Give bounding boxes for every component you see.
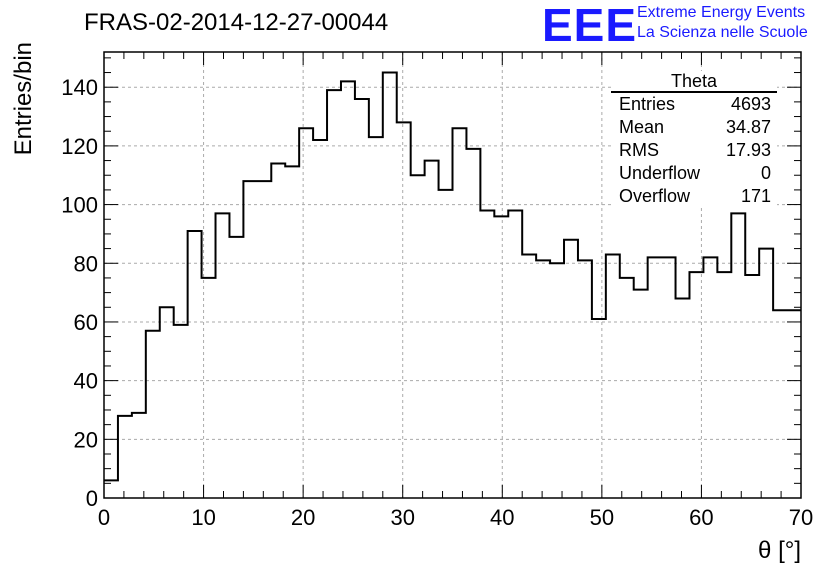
y-tick-label: 60 — [74, 310, 98, 335]
x-tick-label: 70 — [789, 505, 813, 530]
y-tick-label: 20 — [74, 427, 98, 452]
eee-logo: EEE — [542, 0, 638, 51]
x-tick-label: 40 — [490, 505, 514, 530]
logo-line-2: La Scienza nelle Scuole — [637, 24, 808, 41]
stats-value: 4693 — [730, 94, 771, 114]
x-tick-label: 20 — [291, 505, 315, 530]
logo-line-1: Extreme Energy Events — [637, 4, 806, 21]
histogram-series — [104, 71, 801, 482]
y-tick-label: 40 — [74, 369, 98, 394]
plot-frame — [103, 51, 802, 499]
plot-title: FRAS-02-2014-12-27-00044 — [84, 9, 389, 36]
x-tick-label: 10 — [191, 505, 215, 530]
x-axis-label: θ [°] — [758, 537, 801, 564]
x-tick-label: 60 — [689, 505, 713, 530]
y-axis-label: Entries/bin — [10, 42, 37, 155]
stats-label: RMS — [619, 140, 659, 160]
stats-row-underflow: Underflow 0 — [611, 162, 777, 185]
stats-value: 17.93 — [725, 140, 771, 160]
stats-row-mean: Mean 34.87 — [611, 116, 777, 139]
stats-title: Theta — [611, 71, 777, 93]
stats-label: Mean — [619, 117, 665, 137]
y-tick-label: 100 — [61, 193, 98, 218]
y-tick-label: 0 — [86, 486, 98, 511]
axes: 0 10 20 30 40 50 60 70 0 20 40 60 80 100 120 140 θ [°] En… — [10, 42, 813, 564]
stats-label: Overflow — [619, 186, 691, 206]
stats-value: 0 — [760, 163, 771, 183]
grid-lines — [104, 52, 801, 498]
stats-value: 34.87 — [725, 117, 771, 137]
x-tick-label: 30 — [390, 505, 414, 530]
x-tick-label: 50 — [590, 505, 614, 530]
y-tick-label: 140 — [61, 75, 98, 100]
y-tick-label: 80 — [74, 251, 98, 276]
stats-box-background — [611, 71, 777, 207]
x-tick-label: 0 — [98, 505, 110, 530]
stats-value: 171 — [740, 186, 771, 206]
stats-row-overflow: Overflow 171 — [611, 185, 777, 208]
stats-box: Theta Entries 4693 Mean 34.87 RMS 17.93 … — [611, 71, 777, 208]
y-tick-label: 120 — [61, 134, 98, 159]
stats-row-entries: Entries 4693 — [611, 93, 777, 116]
stats-label: Entries — [619, 94, 676, 114]
stats-row-rms: RMS 17.93 — [611, 139, 777, 162]
stats-label: Underflow — [619, 163, 701, 183]
